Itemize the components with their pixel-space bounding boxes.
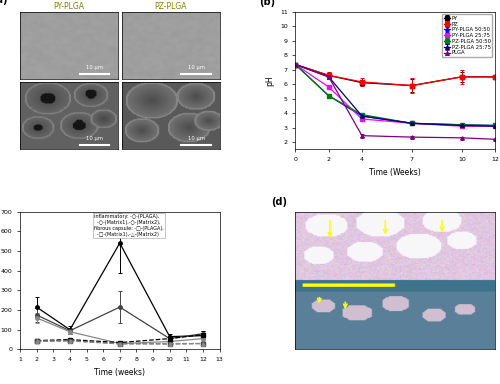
X-axis label: Time (weeks): Time (weeks) xyxy=(94,367,146,377)
Legend: PY, PZ, PY-PLGA 50:50, PY-PLGA 25:75, PZ-PLGA 50:50, PZ-PLGA 25:75, PLGA: PY, PZ, PY-PLGA 50:50, PY-PLGA 25:75, PZ… xyxy=(442,14,492,57)
Title: PY-PLGA: PY-PLGA xyxy=(54,2,84,11)
Text: 10 μm: 10 μm xyxy=(188,136,204,141)
Y-axis label: pH: pH xyxy=(266,75,274,86)
Text: (a): (a) xyxy=(0,0,8,5)
Text: 10 μm: 10 μm xyxy=(188,65,204,70)
Text: (b): (b) xyxy=(260,0,276,7)
Text: (d): (d) xyxy=(272,197,287,207)
Text: 10 μm: 10 μm xyxy=(86,65,103,70)
Text: inflammatory: -○-(PLAGA),
  -○-(Matrix1),-○-(Matrix2),
fibrous capsule: -□-(PLAG: inflammatory: -○-(PLAGA), -○-(Matrix1),-… xyxy=(94,214,164,237)
X-axis label: Time (Weeks): Time (Weeks) xyxy=(370,168,421,177)
Title: PZ-PLGA: PZ-PLGA xyxy=(154,2,187,11)
Text: 10 μm: 10 μm xyxy=(86,136,103,141)
